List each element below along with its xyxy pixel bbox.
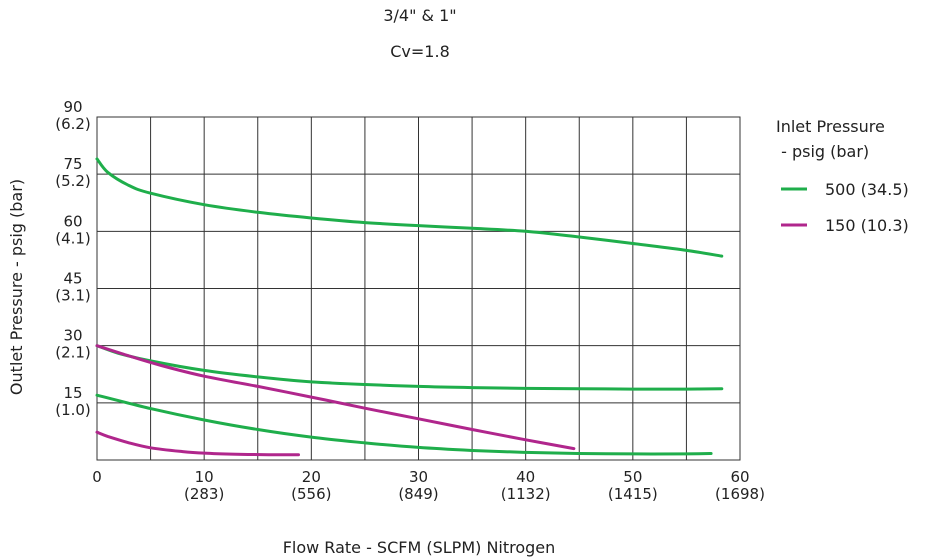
y-tick-sublabel: (4.1) (55, 229, 91, 247)
y-tick-label: 45 (63, 270, 82, 288)
x-tick-sublabel: (556) (291, 485, 331, 503)
y-tick-label: 90 (63, 98, 82, 116)
y-tick-sublabel: (1.0) (55, 401, 91, 419)
plot-frame (96, 116, 741, 461)
series-line-500-curve-2 (95, 344, 724, 391)
series-line-500-curve-1 (95, 157, 724, 258)
legend-label: 150 (10.3) (825, 216, 909, 235)
y-axis-label: Outlet Pressure - psig (bar) (7, 179, 26, 395)
x-tick-sublabel: (283) (184, 485, 224, 503)
y-tick-sublabel: (5.2) (55, 172, 91, 190)
y-tick-label: 60 (63, 212, 82, 230)
chart-subtitle: Cv=1.8 (390, 42, 450, 61)
axes (96, 116, 741, 461)
grid (97, 117, 740, 460)
x-tick-label: 0 (92, 468, 102, 486)
y-tick-sublabel: (2.1) (55, 344, 91, 362)
x-tick-label: 30 (409, 468, 428, 486)
x-tick-label: 20 (302, 468, 321, 486)
y-tick-sublabel: (6.2) (55, 115, 91, 133)
x-tick-label: 40 (516, 468, 535, 486)
series-line-500-curve-3 (95, 393, 713, 456)
plot-series (95, 157, 724, 457)
x-tick-label: 60 (730, 468, 749, 486)
chart-title: 3/4" & 1" (383, 6, 456, 25)
y-tick-label: 75 (63, 155, 82, 173)
series-line-150-curve-1 (95, 344, 576, 451)
x-tick-label: 10 (195, 468, 214, 486)
x-tick-sublabel: (1415) (608, 485, 658, 503)
legend-title-line2: - psig (bar) (776, 142, 869, 161)
tick-labels: 0 10(283)20(556)30(849)40(1132)50(1415)60… (55, 98, 765, 503)
x-tick-label: 50 (623, 468, 642, 486)
x-tick-sublabel: (849) (398, 485, 438, 503)
series-line-150-curve-2 (95, 430, 300, 457)
legend: Inlet Pressure - psig (bar) 500 (34.5) 15… (776, 117, 909, 235)
legend-label: 500 (34.5) (825, 180, 909, 199)
y-tick-label: 15 (63, 384, 82, 402)
x-axis-label: Flow Rate - SCFM (SLPM) Nitrogen (283, 538, 556, 557)
legend-title-line1: Inlet Pressure (776, 117, 885, 136)
y-tick-sublabel: (3.1) (55, 287, 91, 305)
y-tick-label: 30 (63, 327, 82, 345)
x-tick-sublabel: (1698) (715, 485, 765, 503)
x-tick-sublabel: (1132) (501, 485, 551, 503)
